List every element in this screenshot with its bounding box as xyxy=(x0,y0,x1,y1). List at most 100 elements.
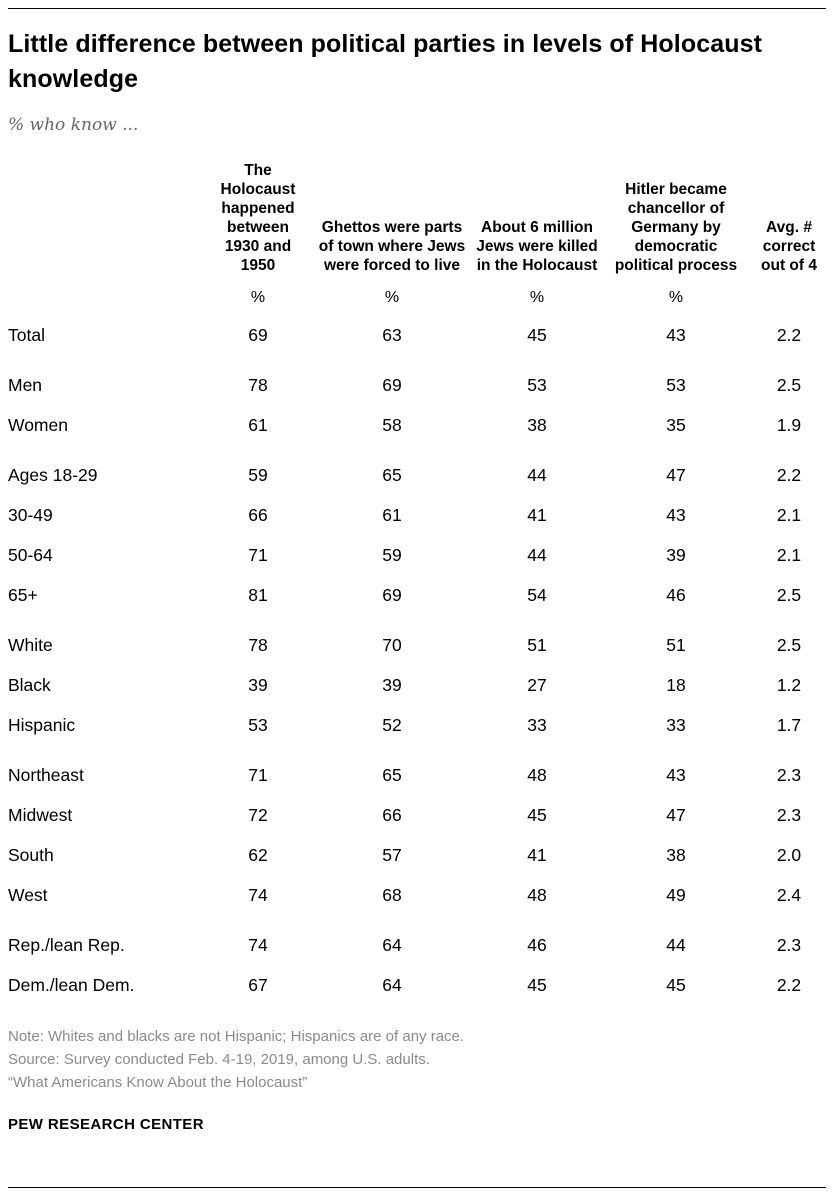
note-line-2: “What Americans Know About the Holocaust… xyxy=(8,1074,308,1091)
value-cell: 38 xyxy=(666,844,686,865)
value-cell: 39 xyxy=(666,544,686,565)
value-cell: 2.4 xyxy=(776,884,802,905)
row-group-2: Ages 18-29 59 65 44 47 2.2 30-49 66 61 41 43 2.1 50-… xyxy=(8,455,826,615)
value-cell: 41 xyxy=(527,504,547,525)
row-group-3: White 78 70 51 51 2.5 Black 39 39 27 18 1.2 Hispanic… xyxy=(8,625,826,745)
value-cell: 78 xyxy=(248,634,268,655)
table-row: Dem./lean Dem. 67 64 45 45 2.2 xyxy=(8,965,826,1005)
row-group-4: Northeast 71 65 48 43 2.3 Midwest 72 66 45 47 2.3 So… xyxy=(8,755,826,915)
value-cell: 2.2 xyxy=(776,324,802,345)
value-cell: 1.9 xyxy=(776,414,802,435)
column-header-2: About 6 million Jews were killed in the … xyxy=(476,219,598,274)
value-cell: 63 xyxy=(382,324,402,345)
value-cell: 39 xyxy=(382,674,402,695)
table-row: Ages 18-29 59 65 44 47 2.2 xyxy=(8,455,826,495)
column-header-1: Ghettos were parts of town where Jews we… xyxy=(318,219,466,274)
column-header-3: Hitler became chancellor of Germany by d… xyxy=(614,181,738,274)
table-row: Hispanic 53 52 33 33 1.7 xyxy=(8,705,826,745)
row-label: 65+ xyxy=(8,584,38,605)
percent-sign: % xyxy=(250,289,266,306)
column-header-row: The Holocaust happened between 1930 and … xyxy=(8,161,826,275)
unit-row: %%%% xyxy=(8,285,826,311)
value-cell: 18 xyxy=(666,674,686,695)
value-cell: 1.2 xyxy=(776,674,802,695)
row-label: Ages 18-29 xyxy=(8,464,98,485)
value-cell: 48 xyxy=(527,764,547,785)
value-cell: 51 xyxy=(666,634,686,655)
value-cell: 66 xyxy=(382,804,402,825)
page-title: Little difference between political part… xyxy=(8,30,762,93)
value-cell: 2.3 xyxy=(776,764,802,785)
footer-brand: PEW RESEARCH CENTER xyxy=(8,1116,204,1133)
row-label: West xyxy=(8,884,48,905)
value-cell: 48 xyxy=(527,884,547,905)
value-cell: 2.5 xyxy=(776,584,802,605)
row-label: Total xyxy=(8,324,45,345)
value-cell: 67 xyxy=(248,974,268,995)
percent-sign: % xyxy=(668,289,684,306)
row-label: Midwest xyxy=(8,804,73,825)
value-cell: 49 xyxy=(666,884,686,905)
table-row: Northeast 71 65 48 43 2.3 xyxy=(8,755,826,795)
column-header-4: Avg. # correct out of 4 xyxy=(761,219,817,274)
row-label: Men xyxy=(8,374,43,395)
row-label: Dem./lean Dem. xyxy=(8,974,135,995)
value-cell: 46 xyxy=(666,584,686,605)
unit-spacer xyxy=(8,285,204,311)
value-cell: 71 xyxy=(248,764,268,785)
value-cell: 43 xyxy=(666,504,686,525)
value-cell: 43 xyxy=(666,764,686,785)
value-cell: 45 xyxy=(527,804,547,825)
value-cell: 38 xyxy=(527,414,547,435)
row-label: Hispanic xyxy=(8,714,76,735)
row-label: 30-49 xyxy=(8,504,53,525)
percent-sign: % xyxy=(529,289,545,306)
row-label: Rep./lean Rep. xyxy=(8,934,125,955)
row-label: 50-64 xyxy=(8,544,53,565)
table-row: Midwest 72 66 45 47 2.3 xyxy=(8,795,826,835)
note-line-1: Source: Survey conducted Feb. 4-19, 2019… xyxy=(8,1051,430,1068)
top-rule xyxy=(8,8,826,9)
data-table: The Holocaust happened between 1930 and … xyxy=(8,161,826,1005)
value-cell: 2.1 xyxy=(776,504,802,525)
value-cell: 51 xyxy=(527,634,547,655)
value-cell: 2.5 xyxy=(776,634,802,655)
row-label: Black xyxy=(8,674,51,695)
notes: Note: Whites and blacks are not Hispanic… xyxy=(8,1025,826,1094)
value-cell: 33 xyxy=(666,714,686,735)
value-cell: 46 xyxy=(527,934,547,955)
value-cell: 45 xyxy=(666,974,686,995)
value-cell: 2.3 xyxy=(776,934,802,955)
value-cell: 64 xyxy=(382,934,402,955)
column-header-0: The Holocaust happened between 1930 and … xyxy=(220,162,296,274)
value-cell: 65 xyxy=(382,764,402,785)
row-label: White xyxy=(8,634,53,655)
table-row: 50-64 71 59 44 39 2.1 xyxy=(8,535,826,575)
value-cell: 53 xyxy=(666,374,686,395)
value-cell: 62 xyxy=(248,844,268,865)
table-row: Total 69 63 45 43 2.2 xyxy=(8,315,826,355)
row-group-0: Total 69 63 45 43 2.2 xyxy=(8,315,826,355)
row-group-5: Rep./lean Rep. 74 64 46 44 2.3 Dem./lean Dem. 6… xyxy=(8,925,826,1005)
value-cell: 2.3 xyxy=(776,804,802,825)
value-cell: 70 xyxy=(382,634,402,655)
value-cell: 74 xyxy=(248,884,268,905)
percent-sign: % xyxy=(384,289,400,306)
value-cell: 39 xyxy=(248,674,268,695)
value-cell: 69 xyxy=(382,584,402,605)
table-body: Total 69 63 45 43 2.2 Men 78 69 53 53 2.5 Women 61 58 3… xyxy=(8,315,826,1005)
value-cell: 52 xyxy=(382,714,402,735)
note-line-0: Note: Whites and blacks are not Hispanic… xyxy=(8,1028,465,1045)
value-cell: 59 xyxy=(248,464,268,485)
row-label: South xyxy=(8,844,54,865)
value-cell: 58 xyxy=(382,414,402,435)
value-cell: 47 xyxy=(666,804,686,825)
value-cell: 2.1 xyxy=(776,544,802,565)
value-cell: 71 xyxy=(248,544,268,565)
row-group-1: Men 78 69 53 53 2.5 Women 61 58 38 35 1.9 xyxy=(8,365,826,445)
table-row: Rep./lean Rep. 74 64 46 44 2.3 xyxy=(8,925,826,965)
value-cell: 27 xyxy=(527,674,547,695)
value-cell: 2.2 xyxy=(776,974,802,995)
table-row: White 78 70 51 51 2.5 xyxy=(8,625,826,665)
